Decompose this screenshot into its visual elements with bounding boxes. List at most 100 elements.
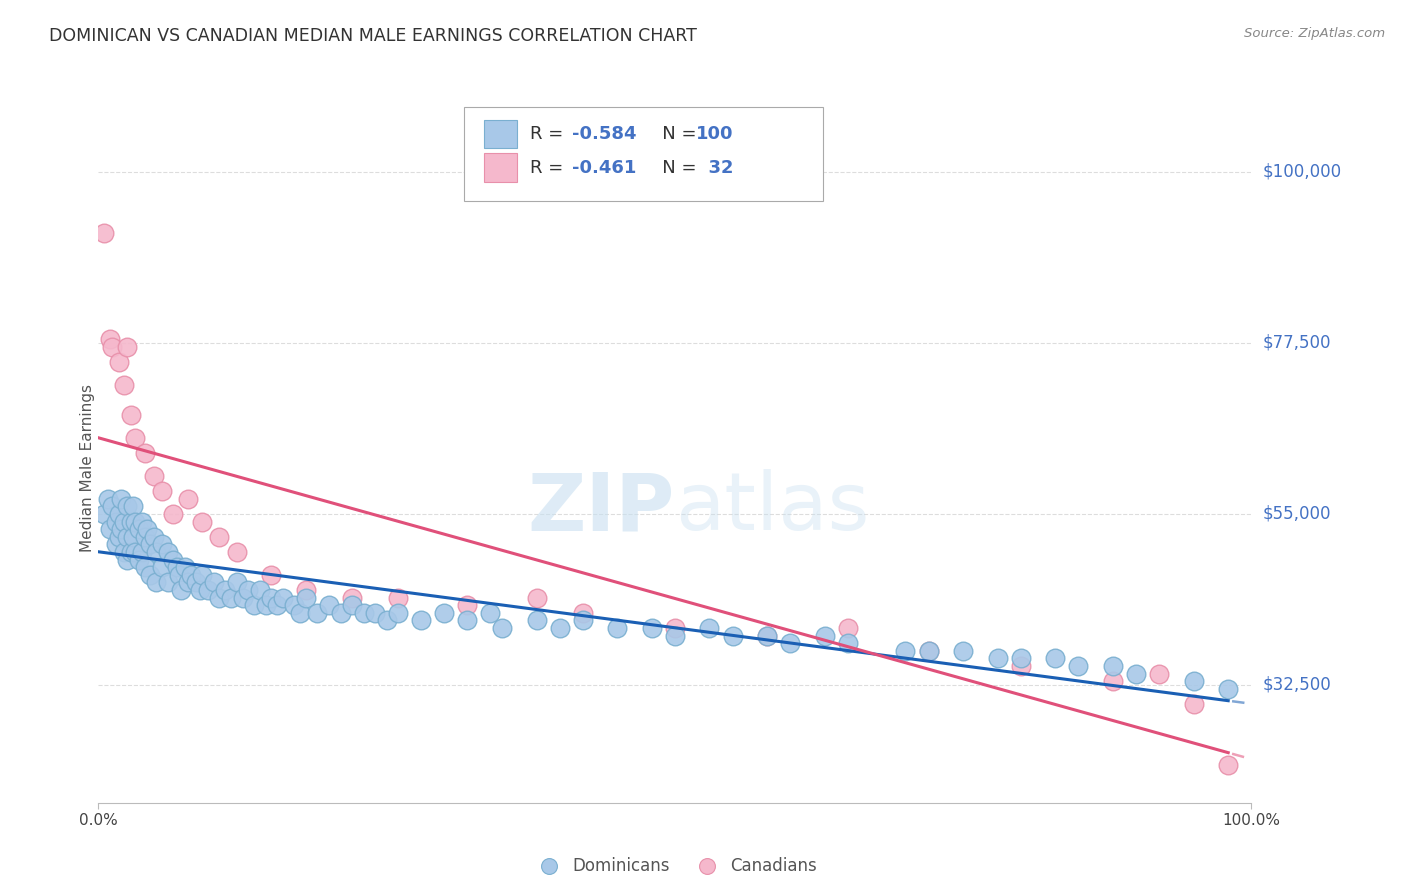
Text: -0.584: -0.584 bbox=[572, 125, 637, 143]
Point bbox=[456, 613, 478, 627]
Point bbox=[548, 621, 571, 635]
Point bbox=[112, 515, 135, 529]
Point bbox=[134, 560, 156, 574]
Point bbox=[197, 582, 219, 597]
Point bbox=[1010, 651, 1032, 665]
Point bbox=[202, 575, 225, 590]
Point bbox=[814, 628, 837, 642]
Point bbox=[156, 575, 179, 590]
Point bbox=[101, 500, 124, 514]
Point bbox=[110, 522, 132, 536]
Point bbox=[1182, 674, 1205, 689]
Point bbox=[108, 507, 131, 521]
Point bbox=[238, 582, 260, 597]
Point bbox=[150, 537, 173, 551]
Point bbox=[208, 530, 231, 544]
Point bbox=[124, 431, 146, 445]
Point bbox=[131, 515, 153, 529]
Point bbox=[150, 484, 173, 499]
Point bbox=[117, 500, 138, 514]
Point bbox=[364, 606, 387, 620]
Point bbox=[191, 567, 214, 582]
Point bbox=[108, 355, 131, 369]
Point bbox=[283, 598, 305, 612]
Point bbox=[606, 621, 628, 635]
Point bbox=[779, 636, 801, 650]
Point bbox=[1218, 681, 1240, 696]
Point bbox=[97, 491, 120, 506]
Point bbox=[112, 377, 135, 392]
Point bbox=[375, 613, 398, 627]
Point bbox=[987, 651, 1010, 665]
Point bbox=[191, 515, 214, 529]
Point bbox=[1045, 651, 1067, 665]
Point bbox=[1147, 666, 1170, 681]
Text: $32,500: $32,500 bbox=[1263, 676, 1331, 694]
Point bbox=[917, 644, 939, 658]
Point bbox=[243, 598, 266, 612]
Point bbox=[329, 606, 352, 620]
Point bbox=[266, 598, 288, 612]
Point bbox=[142, 530, 165, 544]
Point bbox=[139, 567, 162, 582]
Point bbox=[101, 340, 124, 354]
Point bbox=[104, 515, 127, 529]
Text: -0.461: -0.461 bbox=[572, 159, 637, 177]
Point bbox=[340, 598, 363, 612]
Point bbox=[1125, 666, 1147, 681]
Point bbox=[104, 537, 127, 551]
Point bbox=[1182, 697, 1205, 711]
Point bbox=[167, 567, 190, 582]
Point bbox=[122, 500, 145, 514]
Point bbox=[254, 598, 277, 612]
Point bbox=[145, 545, 167, 559]
Text: $77,500: $77,500 bbox=[1263, 334, 1331, 351]
Point bbox=[571, 613, 593, 627]
Point bbox=[456, 598, 478, 612]
Text: ZIP: ZIP bbox=[527, 469, 675, 548]
Point bbox=[135, 522, 157, 536]
Point bbox=[145, 575, 167, 590]
Text: atlas: atlas bbox=[675, 469, 869, 548]
Text: 32: 32 bbox=[696, 159, 734, 177]
Point bbox=[526, 591, 548, 605]
Point bbox=[128, 552, 150, 566]
Point bbox=[188, 582, 211, 597]
Point bbox=[231, 591, 254, 605]
Point bbox=[290, 606, 312, 620]
Point bbox=[124, 515, 146, 529]
Point bbox=[108, 530, 131, 544]
Point bbox=[917, 644, 939, 658]
Point bbox=[122, 530, 145, 544]
Legend: Dominicans, Canadians: Dominicans, Canadians bbox=[526, 850, 824, 881]
Point bbox=[387, 591, 409, 605]
Text: R =: R = bbox=[530, 159, 569, 177]
Point bbox=[894, 644, 917, 658]
Text: R =: R = bbox=[530, 125, 569, 143]
Point bbox=[249, 582, 271, 597]
Point bbox=[162, 507, 184, 521]
Point bbox=[1010, 659, 1032, 673]
Point bbox=[134, 446, 156, 460]
Point bbox=[756, 628, 779, 642]
Point bbox=[186, 575, 208, 590]
Point bbox=[156, 545, 179, 559]
Point bbox=[340, 591, 363, 605]
Text: Source: ZipAtlas.com: Source: ZipAtlas.com bbox=[1244, 27, 1385, 40]
Point bbox=[433, 606, 456, 620]
Point bbox=[318, 598, 340, 612]
Point bbox=[208, 591, 231, 605]
Point bbox=[162, 552, 184, 566]
Text: N =: N = bbox=[645, 159, 703, 177]
Point bbox=[1218, 757, 1240, 772]
Point bbox=[295, 591, 318, 605]
Point bbox=[219, 591, 242, 605]
Point bbox=[1102, 674, 1125, 689]
Point bbox=[214, 582, 236, 597]
Point bbox=[120, 408, 142, 422]
Point bbox=[1067, 659, 1090, 673]
Y-axis label: Median Male Earnings: Median Male Earnings bbox=[80, 384, 94, 552]
Point bbox=[837, 636, 859, 650]
Point bbox=[699, 621, 721, 635]
Point bbox=[98, 332, 121, 346]
